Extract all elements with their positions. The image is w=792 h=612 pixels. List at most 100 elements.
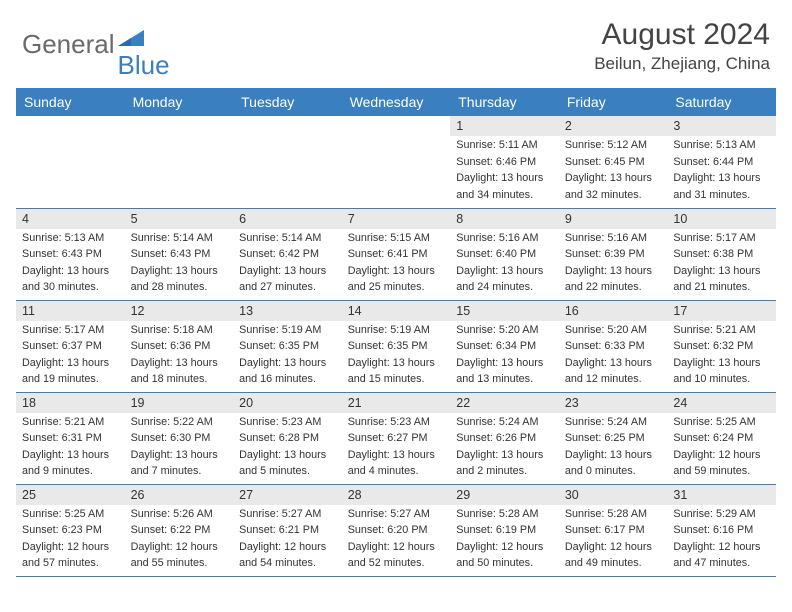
day-number: 7 (342, 209, 451, 229)
calendar-day-cell: 21Sunrise: 5:23 AMSunset: 6:27 PMDayligh… (342, 392, 451, 484)
day-info-line: Sunrise: 5:19 AM (233, 321, 342, 338)
day-info-line: and 27 minutes. (233, 278, 342, 295)
location-label: Beilun, Zhejiang, China (594, 54, 770, 74)
day-info-line: and 34 minutes. (450, 186, 559, 203)
day-info-line: Sunset: 6:43 PM (16, 245, 125, 262)
logo-text-blue: Blue (118, 50, 170, 81)
calendar-day-cell: 12Sunrise: 5:18 AMSunset: 6:36 PMDayligh… (125, 300, 234, 392)
day-info-line: Sunrise: 5:14 AM (125, 229, 234, 246)
day-info-line: Sunrise: 5:17 AM (16, 321, 125, 338)
day-info-line: Daylight: 13 hours (342, 446, 451, 463)
weekday-header: Friday (559, 88, 668, 116)
day-info-line: Sunset: 6:32 PM (667, 337, 776, 354)
day-number: 27 (233, 485, 342, 505)
day-info-line: Daylight: 12 hours (233, 538, 342, 555)
day-info-line: and 52 minutes. (342, 554, 451, 571)
calendar-day-cell (342, 116, 451, 208)
day-info-line: Sunrise: 5:20 AM (450, 321, 559, 338)
day-info-line: Daylight: 13 hours (450, 262, 559, 279)
calendar-day-cell: 2Sunrise: 5:12 AMSunset: 6:45 PMDaylight… (559, 116, 668, 208)
calendar-day-cell: 22Sunrise: 5:24 AMSunset: 6:26 PMDayligh… (450, 392, 559, 484)
day-info-line: Daylight: 13 hours (559, 446, 668, 463)
day-number: 13 (233, 301, 342, 321)
day-number: 16 (559, 301, 668, 321)
day-info-line: Daylight: 13 hours (450, 169, 559, 186)
day-info-line: Sunrise: 5:22 AM (125, 413, 234, 430)
day-info-line: Daylight: 13 hours (16, 354, 125, 371)
day-number: 15 (450, 301, 559, 321)
day-info-line: Daylight: 13 hours (342, 354, 451, 371)
calendar-day-cell: 7Sunrise: 5:15 AMSunset: 6:41 PMDaylight… (342, 208, 451, 300)
day-info-line: Sunrise: 5:23 AM (233, 413, 342, 430)
calendar-day-cell: 30Sunrise: 5:28 AMSunset: 6:17 PMDayligh… (559, 484, 668, 576)
day-info-line: Daylight: 13 hours (233, 262, 342, 279)
calendar-week-row: 11Sunrise: 5:17 AMSunset: 6:37 PMDayligh… (16, 300, 776, 392)
calendar-day-cell: 29Sunrise: 5:28 AMSunset: 6:19 PMDayligh… (450, 484, 559, 576)
calendar-week-row: 25Sunrise: 5:25 AMSunset: 6:23 PMDayligh… (16, 484, 776, 576)
calendar-day-cell: 15Sunrise: 5:20 AMSunset: 6:34 PMDayligh… (450, 300, 559, 392)
weekday-header: Saturday (667, 88, 776, 116)
calendar-day-cell (125, 116, 234, 208)
day-info-line: Sunset: 6:21 PM (233, 521, 342, 538)
calendar-day-cell: 20Sunrise: 5:23 AMSunset: 6:28 PMDayligh… (233, 392, 342, 484)
weekday-header: Wednesday (342, 88, 451, 116)
weekday-header: Sunday (16, 88, 125, 116)
day-info-line: and 25 minutes. (342, 278, 451, 295)
calendar-day-cell (233, 116, 342, 208)
day-number: 2 (559, 116, 668, 136)
day-info-line: and 49 minutes. (559, 554, 668, 571)
day-number: 18 (16, 393, 125, 413)
day-number: 1 (450, 116, 559, 136)
day-info-line: Sunrise: 5:24 AM (450, 413, 559, 430)
day-info-line: Daylight: 13 hours (450, 446, 559, 463)
day-info-line: Daylight: 13 hours (667, 354, 776, 371)
calendar-day-cell: 19Sunrise: 5:22 AMSunset: 6:30 PMDayligh… (125, 392, 234, 484)
day-info-line: Sunrise: 5:28 AM (559, 505, 668, 522)
day-info-line: Daylight: 12 hours (16, 538, 125, 555)
day-info-line: and 15 minutes. (342, 370, 451, 387)
day-info-line: Daylight: 13 hours (342, 262, 451, 279)
day-info-line: Sunrise: 5:11 AM (450, 136, 559, 153)
calendar-day-cell: 4Sunrise: 5:13 AMSunset: 6:43 PMDaylight… (16, 208, 125, 300)
day-info-line: Daylight: 13 hours (559, 169, 668, 186)
day-info-line: Daylight: 13 hours (125, 354, 234, 371)
day-info-line: Sunrise: 5:16 AM (559, 229, 668, 246)
day-info-line: Daylight: 13 hours (16, 446, 125, 463)
day-number: 10 (667, 209, 776, 229)
calendar-day-cell: 6Sunrise: 5:14 AMSunset: 6:42 PMDaylight… (233, 208, 342, 300)
day-info-line: Sunrise: 5:12 AM (559, 136, 668, 153)
calendar-table: Sunday Monday Tuesday Wednesday Thursday… (16, 88, 776, 577)
day-info-line: Sunrise: 5:27 AM (342, 505, 451, 522)
day-number: 12 (125, 301, 234, 321)
day-number: 25 (16, 485, 125, 505)
day-number: 20 (233, 393, 342, 413)
day-info-line: and 47 minutes. (667, 554, 776, 571)
day-info-line: Sunrise: 5:19 AM (342, 321, 451, 338)
day-number: 9 (559, 209, 668, 229)
calendar-day-cell: 1Sunrise: 5:11 AMSunset: 6:46 PMDaylight… (450, 116, 559, 208)
day-number: 26 (125, 485, 234, 505)
day-info-line: Sunset: 6:24 PM (667, 429, 776, 446)
day-info-line: Sunrise: 5:28 AM (450, 505, 559, 522)
day-info-line: Sunset: 6:23 PM (16, 521, 125, 538)
calendar-day-cell: 5Sunrise: 5:14 AMSunset: 6:43 PMDaylight… (125, 208, 234, 300)
day-info-line: and 28 minutes. (125, 278, 234, 295)
day-info-line: and 5 minutes. (233, 462, 342, 479)
day-number: 24 (667, 393, 776, 413)
day-info-line: Sunrise: 5:13 AM (667, 136, 776, 153)
day-number: 30 (559, 485, 668, 505)
day-info-line: Sunset: 6:38 PM (667, 245, 776, 262)
day-info-line: Daylight: 13 hours (233, 354, 342, 371)
day-number: 31 (667, 485, 776, 505)
day-number: 4 (16, 209, 125, 229)
day-info-line: Sunset: 6:31 PM (16, 429, 125, 446)
day-number: 23 (559, 393, 668, 413)
day-info-line: Sunset: 6:17 PM (559, 521, 668, 538)
day-info-line: Sunset: 6:16 PM (667, 521, 776, 538)
day-info-line: Sunrise: 5:21 AM (667, 321, 776, 338)
calendar-body: 1Sunrise: 5:11 AMSunset: 6:46 PMDaylight… (16, 116, 776, 576)
day-info-line: Sunset: 6:46 PM (450, 153, 559, 170)
weekday-header: Tuesday (233, 88, 342, 116)
calendar-header-row: Sunday Monday Tuesday Wednesday Thursday… (16, 88, 776, 116)
day-info-line: Sunrise: 5:16 AM (450, 229, 559, 246)
